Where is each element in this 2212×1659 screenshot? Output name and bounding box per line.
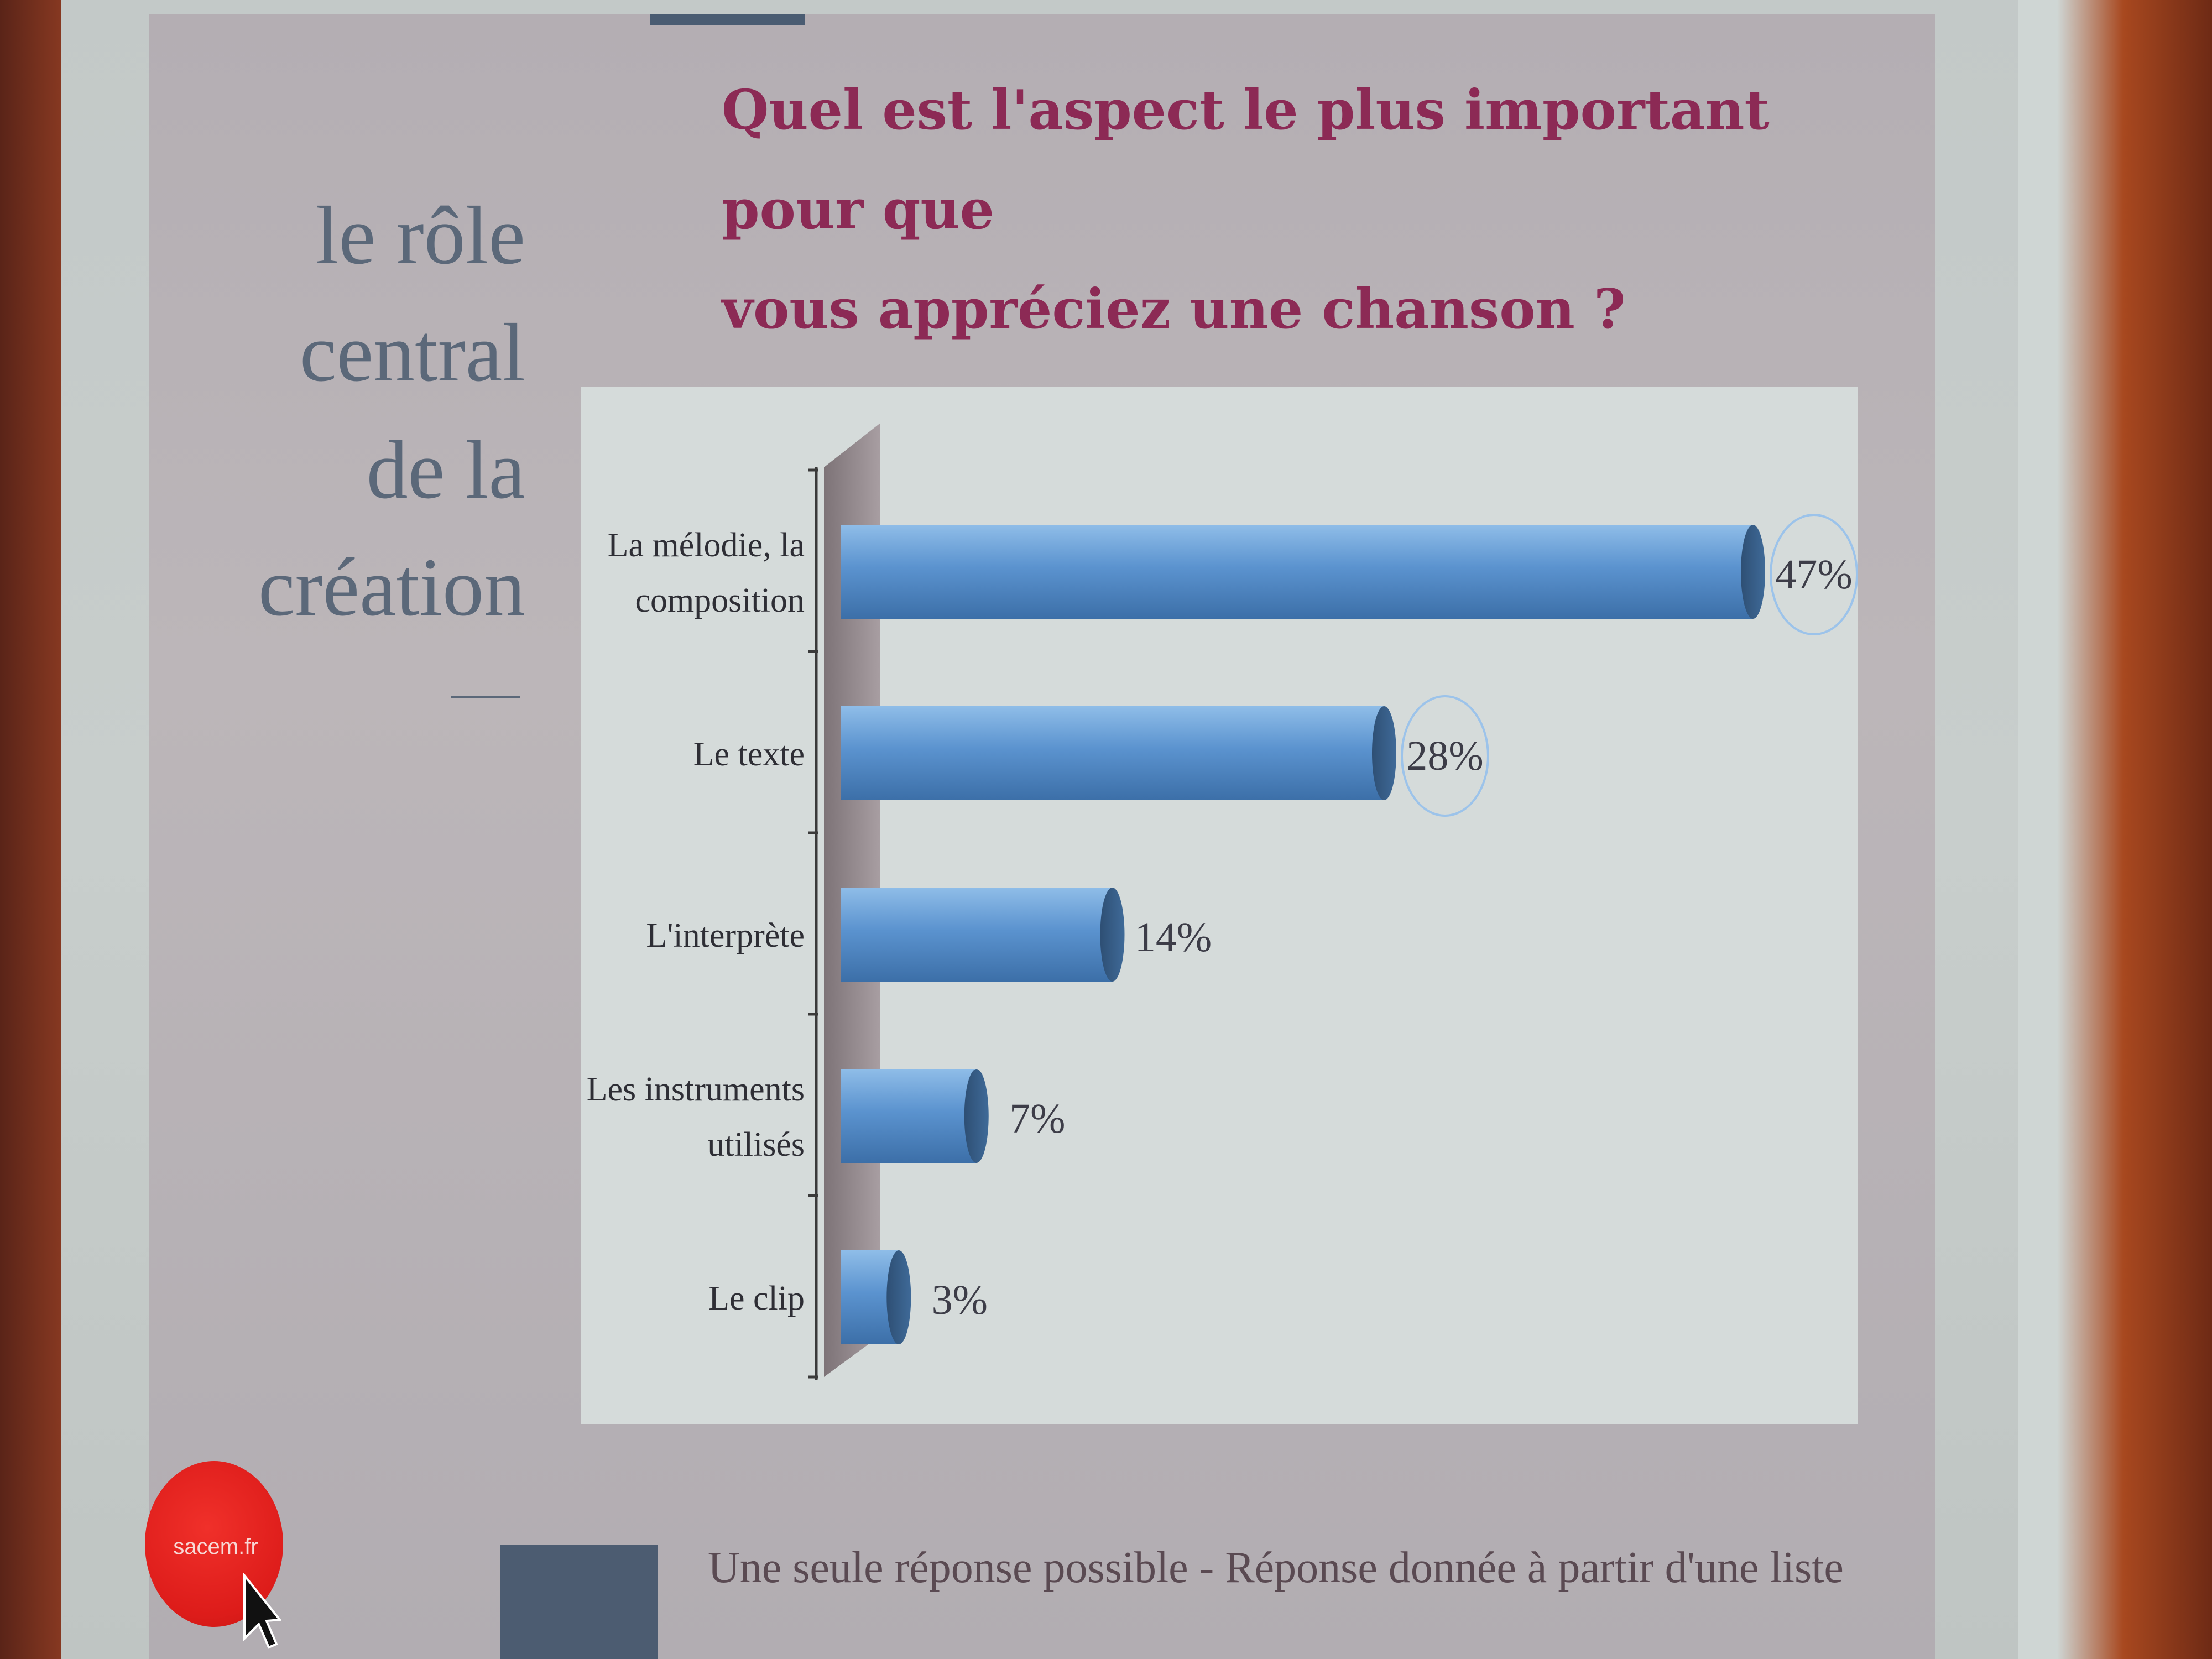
- bar: [841, 706, 1384, 800]
- value-label: 28%: [1406, 733, 1483, 779]
- top-accent-block: [650, 14, 805, 25]
- category-label: composition: [635, 582, 805, 619]
- category-label: Le texte: [693, 735, 805, 773]
- value-label: 3%: [932, 1277, 988, 1323]
- category-label: La mélodie, la: [608, 526, 805, 564]
- value-label: 14%: [1135, 914, 1212, 961]
- bar-end-cap: [964, 1069, 989, 1163]
- side-title: le rôle central de la création: [258, 190, 525, 633]
- category-label: L'interprète: [646, 917, 805, 954]
- bar: [841, 1069, 977, 1163]
- value-highlight-circle: [1400, 695, 1489, 817]
- value-highlight-circle: [1770, 514, 1858, 635]
- value-label: 47%: [1775, 551, 1852, 598]
- bar: [841, 888, 1113, 982]
- side-title-dash: [451, 696, 520, 698]
- bar-end-cap: [886, 1250, 911, 1344]
- bar-end-cap: [1741, 525, 1765, 619]
- question-title: Quel est l'aspect le plus important pour…: [722, 79, 1770, 341]
- value-label: 7%: [1009, 1095, 1065, 1142]
- mouse-pointer-icon: [243, 1573, 281, 1649]
- category-label: Le clip: [708, 1280, 805, 1317]
- footnote: Une seule réponse possible - Réponse don…: [708, 1543, 1844, 1592]
- bar: [841, 525, 1753, 619]
- bar-end-cap: [1100, 888, 1125, 982]
- category-label: Les instruments: [587, 1071, 805, 1108]
- bottom-accent-block: [500, 1545, 658, 1659]
- sacem-logo-text: sacem.fr: [173, 1535, 258, 1559]
- category-label: utilisés: [707, 1126, 805, 1164]
- bar-end-cap: [1371, 706, 1396, 800]
